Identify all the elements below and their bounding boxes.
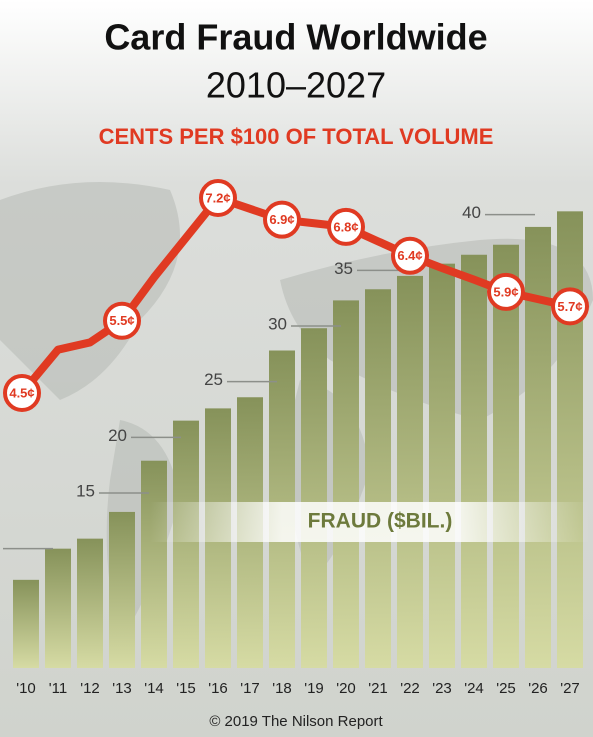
x-tick-label: '24 <box>464 680 484 697</box>
data-label: 6.8¢ <box>333 219 358 234</box>
chart-subtitle: 2010–2027 <box>206 65 386 106</box>
x-tick-label: '11 <box>49 680 67 697</box>
y-tick-label: 35 <box>334 259 353 278</box>
point <box>327 207 365 246</box>
bar <box>109 511 135 668</box>
source: © 2019 The Nilson Report <box>209 713 383 730</box>
x-tick-label: '14 <box>144 680 164 697</box>
point <box>263 200 301 239</box>
point <box>103 301 141 340</box>
chart-title: Card Fraud Worldwide <box>104 17 487 58</box>
x-tick-label: '22 <box>400 680 420 697</box>
line-label: CENTS PER $100 OF TOTAL VOLUME <box>99 124 494 149</box>
x-tick-label: '12 <box>80 680 100 697</box>
y-tick-label: 25 <box>204 370 223 389</box>
x-tick-label: '23 <box>432 680 452 697</box>
x-tick-label: '27 <box>560 680 580 697</box>
data-label: 5.7¢ <box>557 299 582 314</box>
bar <box>365 289 391 668</box>
bar <box>557 211 583 668</box>
data-label: 6.4¢ <box>397 248 422 263</box>
point <box>3 374 41 412</box>
x-tick-label: '20 <box>336 680 356 697</box>
x-tick-label: '16 <box>208 680 228 697</box>
x-tick-label: '15 <box>176 680 196 697</box>
point <box>487 272 525 311</box>
bar <box>333 300 359 668</box>
data-label: 4.5¢ <box>9 385 34 400</box>
y-tick-label: 20 <box>108 426 127 445</box>
bar <box>77 538 103 668</box>
x-tick-label: '25 <box>496 680 516 697</box>
x-tick-label: '21 <box>368 680 388 697</box>
bar <box>301 328 327 668</box>
y-tick-label: 40 <box>462 203 481 222</box>
x-tick-label: '10 <box>16 680 36 697</box>
point <box>391 236 429 275</box>
x-tick-label: '19 <box>304 680 324 697</box>
bar <box>493 244 519 668</box>
point <box>199 179 237 217</box>
x-tick-label: '13 <box>112 680 132 697</box>
bar-label: FRAUD ($BIL.) <box>308 510 453 533</box>
bar <box>13 579 39 668</box>
point <box>551 287 589 326</box>
data-label: 5.9¢ <box>493 284 518 299</box>
bar <box>397 275 423 668</box>
data-label: 7.2¢ <box>205 190 230 205</box>
data-label: 6.9¢ <box>269 212 294 227</box>
data-label: 5.5¢ <box>109 313 134 328</box>
bar <box>429 263 455 668</box>
x-tick-label: '26 <box>528 680 548 697</box>
label-band <box>150 502 590 542</box>
x-tick-label: '17 <box>240 680 260 697</box>
bar <box>461 254 487 668</box>
x-tick-label: '18 <box>272 680 292 697</box>
bar <box>141 460 167 668</box>
y-tick-label: 15 <box>76 481 95 500</box>
bar <box>173 420 199 668</box>
y-tick-label: 30 <box>268 314 287 333</box>
bar <box>45 548 71 668</box>
